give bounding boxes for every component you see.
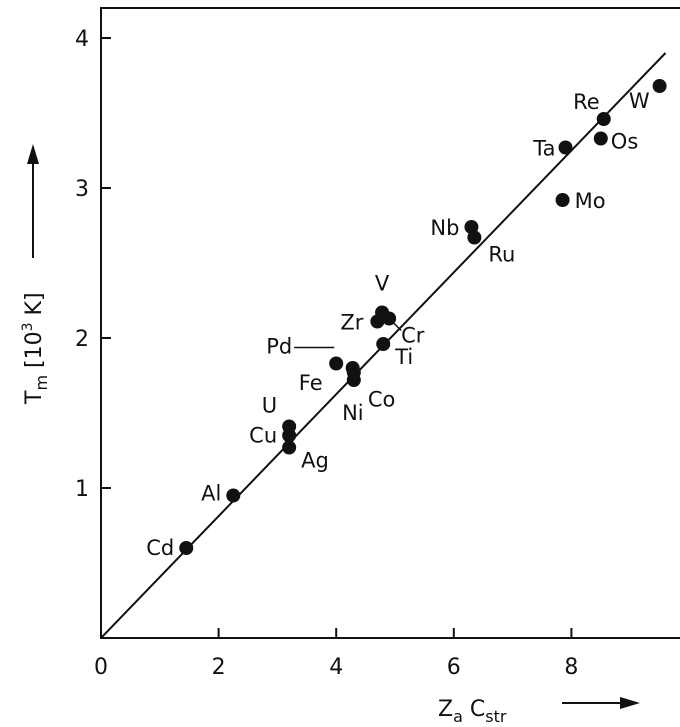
x-axis-arrow [562,697,640,709]
point-label-nb: Nb [430,216,459,240]
point-label-u: U [262,394,277,418]
x-tick-label: 0 [94,655,108,680]
data-point-ru [467,230,482,245]
y-tick-label: 3 [75,177,89,202]
point-label-cd: Cd [146,536,174,560]
data-point-w [652,79,667,93]
x-tick-label: 8 [564,655,578,680]
point-label-cu: Cu [249,424,277,448]
y-axis-ticks: 1 2 3 4 [75,27,111,502]
plot-frame [100,7,680,639]
y-axis-arrow [27,144,39,258]
y-axis-title: Tm [103 K] [20,292,51,405]
data-point-cd [179,541,194,555]
point-label-ru: Ru [488,243,515,267]
data-point-u [282,419,297,434]
data-point-al [226,488,241,503]
data-point-re [596,112,611,126]
x-tick-label: 2 [212,655,226,680]
y-tick-label: 1 [75,477,89,502]
data-point-ag [282,440,297,455]
point-label-co: Co [368,388,396,412]
leader-line [390,319,402,332]
data-point-os [593,131,608,146]
x-tick-label: 6 [447,655,461,680]
y-tick-label: 4 [75,27,89,52]
point-label-v: V [375,272,390,296]
data-point-mo [555,193,570,207]
label-leader-lines [294,319,402,349]
x-axis-ticks: 0 2 4 6 8 [94,628,578,680]
point-label-ti: Ti [394,345,413,369]
data-point-pd [329,356,344,371]
data-point-ta [558,140,573,155]
point-label-re: Re [573,90,600,114]
x-axis-title: Za Cstr [438,697,507,726]
point-label-ag: Ag [301,449,329,473]
point-label-zr: Zr [340,311,363,335]
y-tick-label: 2 [75,327,89,352]
x-tick-label: 4 [329,655,343,680]
data-point-nb [464,220,479,234]
point-label-w: W [629,89,650,113]
data-point-ni [346,373,361,387]
point-label-ni: Ni [342,401,364,425]
point-label-fe: Fe [299,371,323,395]
point-label-os: Os [611,130,638,154]
data-point-ti [376,337,391,351]
point-label-al: Al [201,482,221,506]
point-label-pd: Pd [266,335,292,359]
point-label-mo: Mo [575,189,606,213]
point-label-ta: Ta [532,137,555,161]
point-label-cr: Cr [401,324,425,348]
